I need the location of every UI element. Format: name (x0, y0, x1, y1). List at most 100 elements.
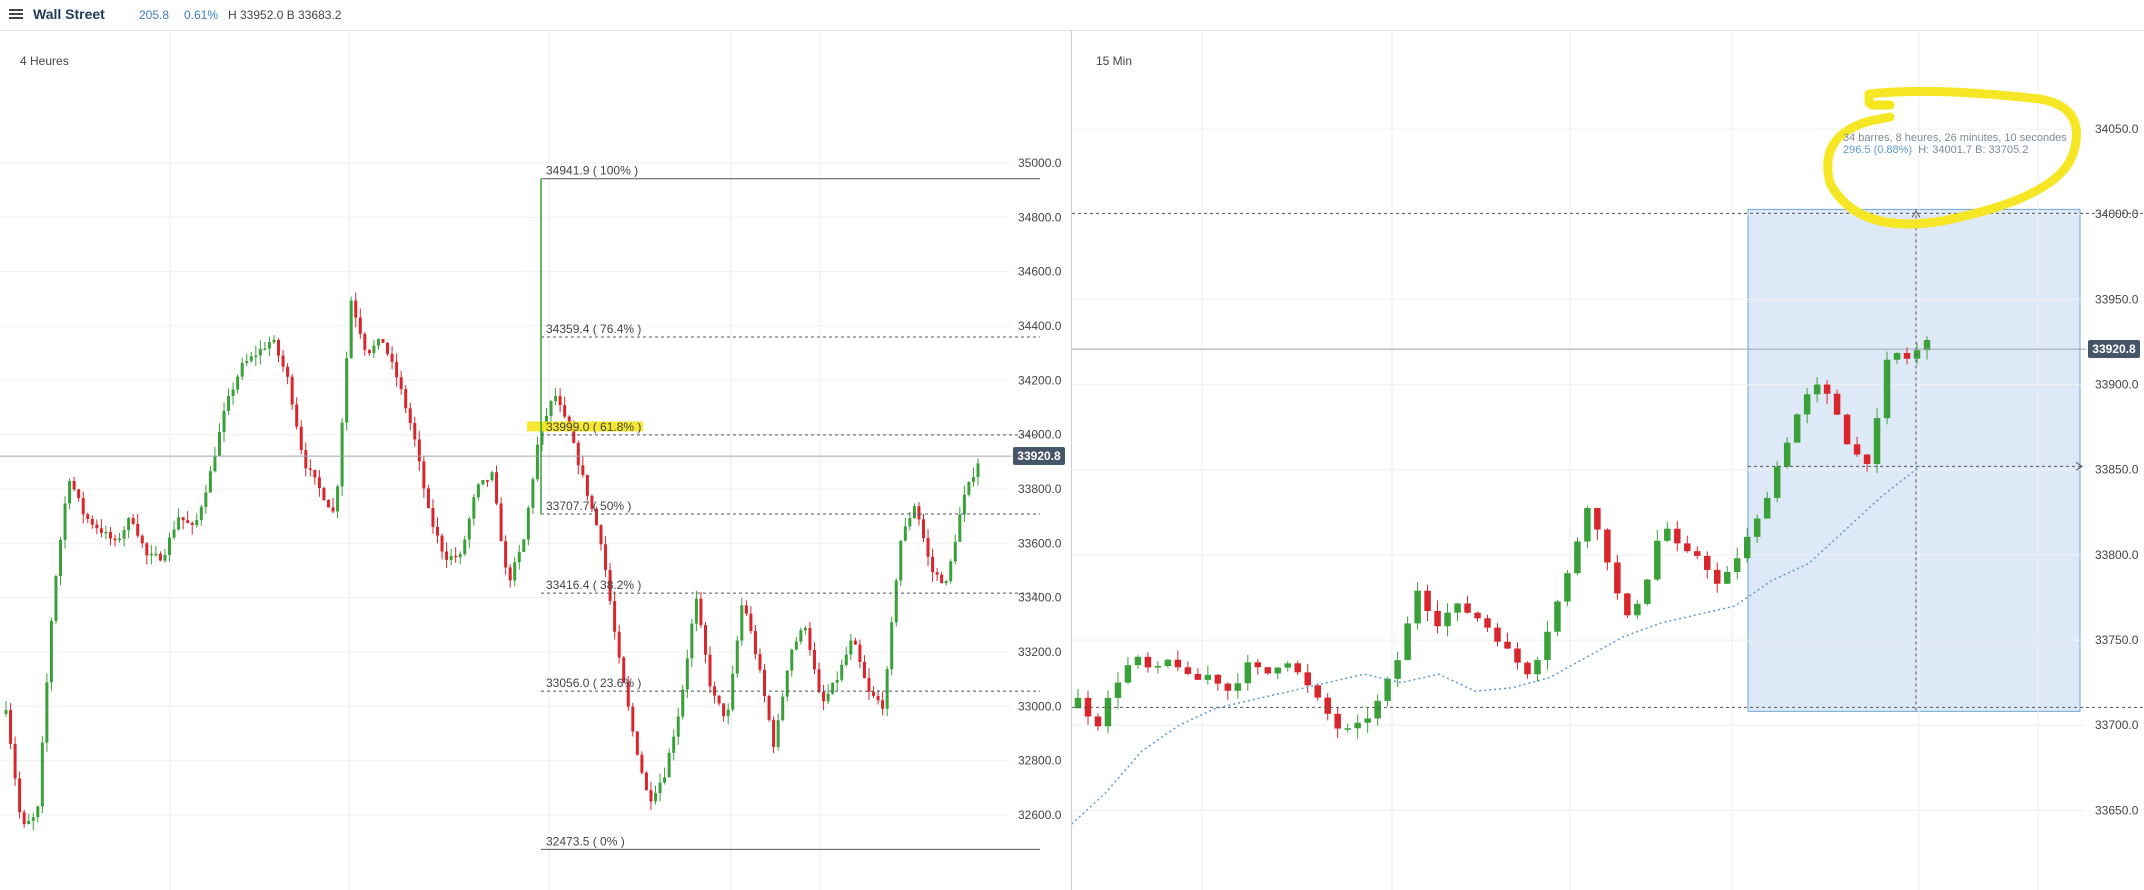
candle-body (186, 520, 190, 524)
candle-body (508, 567, 512, 581)
candle-body (308, 468, 312, 470)
y-tick-label: 33750.0 (2095, 633, 2139, 647)
candle-body (608, 569, 612, 602)
arrow-up-icon (1911, 210, 1921, 218)
candle-body (63, 503, 67, 540)
y-tick-label: 34000.0 (2095, 207, 2139, 221)
candle-body (908, 518, 912, 527)
candle-body (626, 682, 630, 707)
candle-body (613, 601, 617, 632)
candle-body (1124, 665, 1132, 683)
measure-high-bid: H: 34001.7 B: 33705.2 (1918, 144, 2029, 156)
candle-body (517, 551, 521, 563)
candle-body (181, 517, 185, 521)
candle-body (1624, 593, 1631, 616)
candle-body (894, 580, 898, 623)
candle-body (1204, 674, 1212, 680)
candle-body (926, 538, 930, 557)
measure-tooltip: 34 barres, 8 heures, 26 minutes, 10 seco… (1843, 132, 2067, 156)
candle-body (1114, 682, 1122, 698)
candle-body (27, 820, 31, 824)
measure-box (1747, 208, 2081, 712)
candle-body (585, 474, 589, 496)
chart-4h-panel[interactable]: 4 Heures 35000.0 34800.0 34600.0 34400.0 342… (0, 31, 1072, 890)
candle-body (358, 317, 362, 334)
candle-body (177, 517, 181, 530)
candle-body (1384, 678, 1391, 701)
candle-body (1214, 674, 1222, 684)
last-price-tag: 33920.8 (2088, 340, 2140, 359)
candle-body (18, 778, 22, 813)
candle-body (649, 790, 653, 802)
candle-body (767, 696, 771, 720)
candle-body (735, 640, 739, 674)
candle-body (136, 523, 140, 536)
candle-body (154, 553, 158, 556)
candle-body (1174, 659, 1182, 668)
candle-body (59, 539, 63, 577)
candle-body (1364, 718, 1371, 723)
candle-body (99, 528, 103, 533)
candle-body (145, 543, 149, 556)
candle-body (140, 535, 144, 544)
candle-body (1324, 697, 1331, 714)
menu-icon[interactable] (9, 7, 23, 21)
chart-15m-canvas[interactable]: 34050.0 34000.0 33950.0 33900.0 33850.0 33800… (1072, 31, 2144, 890)
candle-body (281, 355, 285, 367)
candle-body (404, 389, 408, 409)
measure-change-pct: 296.5 (0.88%) (1843, 144, 1913, 156)
candle-body (1154, 666, 1162, 668)
candle-body (467, 518, 471, 540)
candle-body (168, 537, 172, 555)
instrument-name[interactable]: Wall Street (33, 6, 105, 22)
candle-body (576, 442, 580, 466)
candle-body (1564, 573, 1571, 602)
candle-body (758, 654, 762, 670)
candle-body (336, 486, 340, 512)
candle-body (417, 439, 421, 462)
candle-body (594, 508, 598, 526)
price-change: 205.8 (139, 8, 170, 22)
candle-body (1354, 722, 1361, 729)
candle-body (644, 772, 648, 791)
candle-body (867, 678, 871, 692)
candle-body (1224, 683, 1232, 691)
candle-body (1234, 683, 1242, 691)
candle-body (658, 782, 662, 794)
candle-body (13, 743, 17, 779)
candle-body (31, 817, 35, 821)
candle-body (572, 429, 576, 443)
candle-body (881, 700, 885, 709)
candle-body (204, 492, 208, 507)
candle-body (617, 631, 621, 658)
candle-body (77, 489, 81, 499)
candle-body (449, 555, 453, 560)
candle-body (526, 507, 530, 540)
candle-body (690, 623, 694, 659)
candle-body (831, 682, 835, 694)
candle-body (1394, 660, 1401, 679)
candle-body (1374, 700, 1381, 719)
chart-4h-canvas[interactable]: 35000.034800.034600.034400.034200.034000… (0, 31, 1071, 890)
candle-body (149, 553, 153, 556)
candle-body (295, 404, 299, 427)
candle-body (1694, 551, 1701, 556)
candle-body (667, 752, 671, 778)
candle-body (708, 654, 712, 687)
candle-body (703, 625, 707, 655)
candle-body (454, 555, 458, 558)
candle-body (1873, 418, 1881, 464)
candle-body (1164, 659, 1172, 667)
candle-body (1414, 590, 1421, 624)
y-tick-label: 33900.0 (2095, 378, 2139, 392)
chart-15m-panel[interactable]: 15 Min 34050.0 34000.0 33950.0 33900.0 33850… (1072, 31, 2144, 890)
y-tick-label: 34800.0 (1018, 210, 1062, 224)
candle-body (286, 366, 290, 377)
candle-body (681, 689, 685, 717)
highlight-marker (527, 421, 643, 432)
candle-body (1294, 663, 1301, 673)
candle-body (1903, 352, 1911, 359)
candle-body (331, 507, 335, 512)
candle-body (1254, 662, 1262, 668)
candle-body (440, 535, 444, 552)
